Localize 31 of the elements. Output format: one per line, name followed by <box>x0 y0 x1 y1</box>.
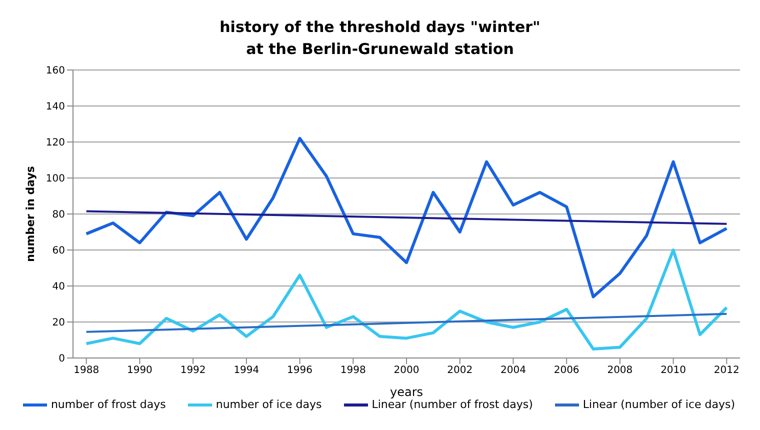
x-tick-label: 1988 <box>74 365 100 376</box>
legend-label: Linear (number of frost days) <box>372 398 533 411</box>
chart-title: history of the threshold days "winter" at the Berlin-Grunewald station <box>218 17 542 60</box>
x-tick-label: 1998 <box>340 365 366 376</box>
x-tick-label: 1996 <box>287 365 313 376</box>
x-tick-label: 1992 <box>180 365 206 376</box>
legend-label: Linear (number of ice days) <box>582 398 736 411</box>
line-series <box>84 248 728 350</box>
line-series <box>84 136 728 298</box>
y-tick-label: 100 <box>46 174 65 185</box>
y-tick-label: 140 <box>46 102 65 113</box>
legend-label: number of frost days <box>50 398 166 411</box>
x-tick-label: 1994 <box>234 365 260 376</box>
x-tick-label: 2000 <box>394 365 420 376</box>
y-tick-label: 0 <box>58 354 65 365</box>
x-tick-label: 2006 <box>554 365 580 376</box>
x-tick-label: 2008 <box>607 365 633 376</box>
legend-label: number of ice days <box>216 398 322 411</box>
x-tick-label: 2010 <box>660 365 686 376</box>
y-tick-label: 80 <box>52 210 65 221</box>
y-tick-label: 40 <box>52 282 65 293</box>
y-tick-label: 120 <box>46 138 65 149</box>
x-tick-label: 2012 <box>714 365 740 376</box>
y-axis-title: number in days <box>24 166 37 262</box>
x-axis-title: years <box>390 385 424 399</box>
x-tick-label: 2004 <box>500 365 526 376</box>
y-tick-label: 160 <box>46 66 65 77</box>
y-tick-label: 20 <box>52 318 65 329</box>
x-tick-label: 1990 <box>126 365 152 376</box>
x-tick-label: 2002 <box>447 365 473 376</box>
y-tick-label: 60 <box>52 246 65 257</box>
